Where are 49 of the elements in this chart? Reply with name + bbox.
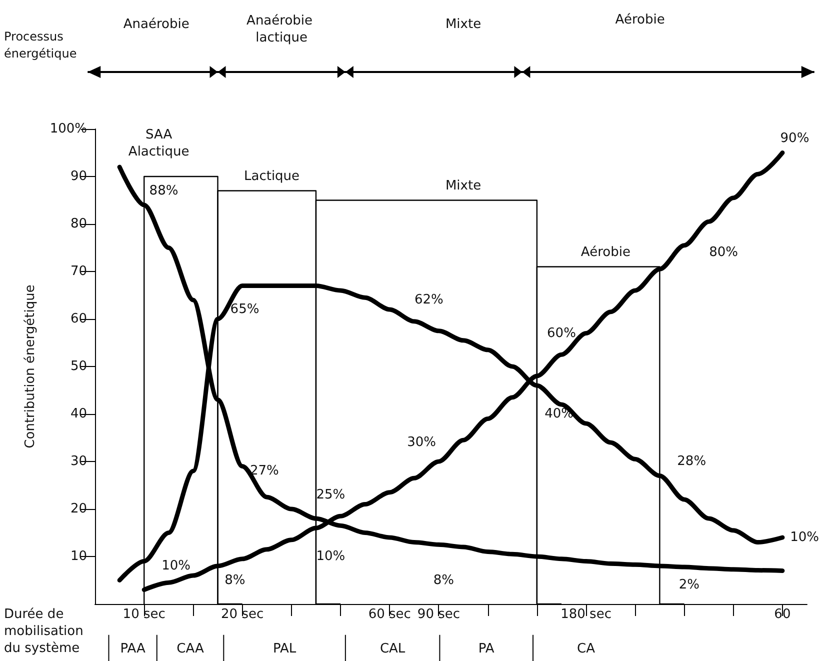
y-axis-title: Contribution énergétique	[23, 284, 38, 448]
y-tick-label: 40	[70, 406, 87, 422]
x-axis-title: Durée de mobilisation du système	[4, 607, 88, 656]
text: PAA	[120, 642, 146, 657]
annotation: 30%	[407, 435, 436, 450]
x-tick-label: 60	[774, 607, 791, 622]
text: CAA	[176, 642, 204, 657]
text: Aérobie	[615, 12, 665, 28]
annotation: 8%	[224, 572, 246, 588]
y-tick-label: 60	[70, 312, 87, 326]
annotation: 10%	[790, 530, 819, 545]
y-tick-label: 100%	[50, 122, 87, 136]
text: Anaérobie lactique	[246, 13, 317, 46]
annotation: 88%	[149, 183, 178, 198]
x-tick-label: 60 sec	[368, 607, 411, 622]
annotation: 62%	[414, 292, 444, 308]
annotation: Mixte	[445, 178, 482, 194]
y-tick-label: 80	[70, 216, 87, 232]
text: Processus énergétique	[4, 30, 77, 60]
annotation: 2%	[678, 578, 700, 592]
annotation: Aérobie	[580, 245, 630, 260]
annotation: 8%	[433, 572, 454, 588]
x-tick-label: 180 sec	[560, 607, 612, 622]
y-tick-label: 10	[70, 549, 87, 564]
y-tick-label: 20	[70, 502, 87, 516]
annotation: 80%	[709, 245, 738, 260]
y-tick-label: 30	[70, 454, 87, 469]
annotation: 28%	[677, 454, 706, 469]
text: Mixte	[445, 17, 482, 32]
text: PAL	[272, 642, 297, 657]
annotation: 10%	[162, 558, 190, 574]
annotation: 60%	[547, 326, 576, 341]
text: CAL	[380, 642, 406, 657]
annotation: Lactique	[244, 169, 300, 184]
annotation: 25%	[316, 487, 346, 502]
y-tick-label: 90	[70, 169, 87, 184]
annotation: 65%	[230, 302, 260, 317]
y-tick-label: 50	[70, 359, 87, 374]
annotation: 10%	[316, 549, 346, 564]
x-tick-label: 10 sec	[122, 607, 166, 622]
y-tick-label: 70	[70, 264, 87, 279]
text: PA	[478, 642, 494, 657]
x-tick-label: 90 sec	[417, 607, 460, 622]
text: Anaérobie	[123, 17, 190, 32]
x-tick-label: 20 sec	[221, 607, 264, 622]
annotation: 27%	[250, 464, 279, 478]
annotation: SAA Alactique	[128, 127, 190, 160]
annotation: 90%	[780, 131, 810, 146]
text: CA	[577, 642, 596, 657]
